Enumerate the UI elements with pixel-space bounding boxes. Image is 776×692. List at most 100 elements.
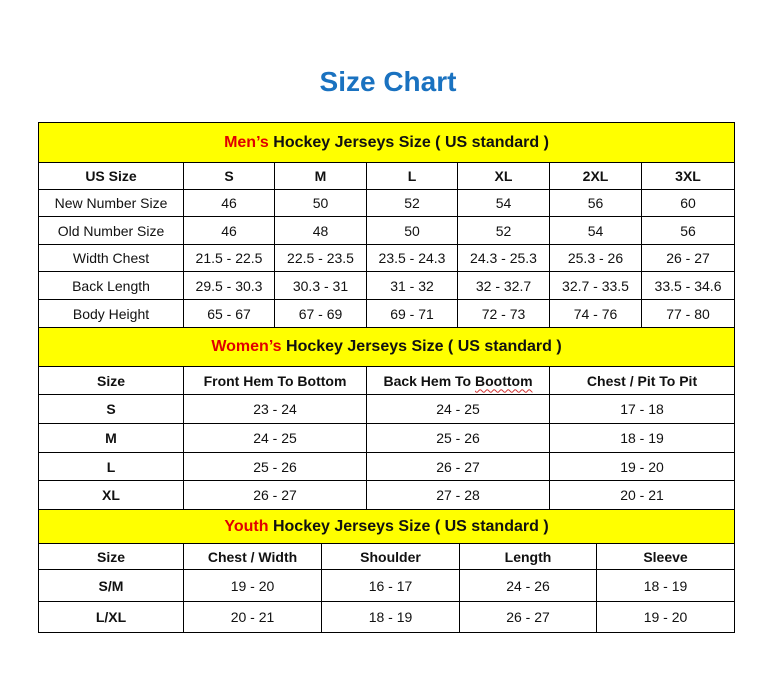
table-cell: 77 - 80: [640, 299, 736, 328]
table-cell: 54: [457, 189, 550, 217]
table-cell: 52: [457, 216, 550, 245]
table-cell: 52: [366, 189, 458, 217]
table-cell: 50: [274, 189, 367, 217]
column-header-label: Shoulder: [360, 548, 421, 565]
column-header-label: Front Hem To Bottom: [203, 372, 347, 389]
column-header-label: L: [407, 168, 417, 184]
section-title: Hockey Jerseys Size ( US standard ): [268, 133, 549, 151]
row-label: S: [38, 394, 184, 424]
column-header-label: Back Hem To Boottom: [383, 372, 533, 389]
table-cell: 24 - 26: [459, 569, 597, 602]
section-highlight: Women’s: [211, 338, 282, 355]
section-highlight: Men’s: [224, 133, 269, 151]
row-label: Old Number Size: [38, 216, 184, 245]
women-size-table: Women’s Hockey Jerseys Size ( US standar…: [37, 327, 736, 510]
column-header: M: [274, 162, 367, 190]
column-header-label: 3XL: [675, 168, 701, 184]
section-title: Hockey Jerseys Size ( US standard ): [268, 517, 549, 535]
column-header: Sleeve: [595, 543, 736, 570]
youth-column-header-row: Size Chest / Width Shoulder Length Sleeve: [38, 543, 736, 570]
table-cell: 19 - 20: [595, 601, 736, 633]
women-section-header-row: Women’s Hockey Jerseys Size ( US standar…: [37, 327, 736, 367]
column-header-label: M: [314, 168, 327, 184]
table-cell: 21.5 - 22.5: [183, 244, 275, 272]
table-row: Old Number Size 46 48 50 52 54 56: [38, 216, 736, 245]
table-cell: 65 - 67: [183, 299, 275, 328]
row-label: L/XL: [38, 601, 184, 633]
column-header-label: Sleeve: [643, 548, 688, 565]
table-cell: 46: [183, 189, 275, 217]
table-row: S/M 19 - 20 16 - 17 24 - 26 18 - 19: [38, 569, 736, 602]
table-row: XL 26 - 27 27 - 28 20 - 21: [38, 480, 736, 510]
table-cell: 25.3 - 26: [549, 244, 642, 272]
row-label: New Number Size: [38, 189, 184, 217]
table-cell: 69 - 71: [366, 299, 458, 328]
table-cell: 46: [183, 216, 275, 245]
column-header: Chest / Width: [183, 543, 322, 570]
table-cell: 20 - 21: [183, 601, 322, 633]
table-cell: 67 - 69: [274, 299, 367, 328]
table-cell: 48: [274, 216, 367, 245]
table-row: M 24 - 25 25 - 26 18 - 19: [38, 423, 736, 453]
women-section-header: Women’s Hockey Jerseys Size ( US standar…: [37, 327, 736, 367]
column-header-label: XL: [494, 168, 513, 184]
spellcheck-underline: Boottom: [475, 372, 533, 389]
table-cell: 60: [640, 189, 736, 217]
column-header-label: 2XL: [582, 168, 609, 184]
column-header: S: [183, 162, 275, 190]
column-header: L: [366, 162, 458, 190]
row-label: M: [38, 423, 184, 453]
men-size-table: Men’s Hockey Jerseys Size ( US standard …: [37, 122, 736, 328]
youth-size-table: Youth Hockey Jerseys Size ( US standard …: [37, 509, 736, 633]
table-cell: 26 - 27: [366, 452, 550, 481]
section-highlight: Youth: [224, 517, 269, 535]
column-header: Size: [38, 543, 184, 570]
column-header-label: Chest / Pit To Pit: [586, 372, 698, 389]
table-cell: 54: [549, 216, 642, 245]
column-header: Shoulder: [321, 543, 460, 570]
table-cell: 72 - 73: [457, 299, 550, 328]
table-row: Back Length 29.5 - 30.3 30.3 - 31 31 - 32 32…: [38, 271, 736, 300]
column-header: 2XL: [549, 162, 642, 190]
table-cell: 29.5 - 30.3: [183, 271, 275, 300]
table-cell: 31 - 32: [366, 271, 458, 300]
table-cell: 25 - 26: [183, 452, 367, 481]
youth-section-header-row: Youth Hockey Jerseys Size ( US standard …: [37, 509, 736, 544]
row-label: Body Height: [38, 299, 184, 328]
table-cell: 33.5 - 34.6: [640, 271, 736, 300]
table-cell: 18 - 19: [321, 601, 460, 633]
column-header: 3XL: [640, 162, 736, 190]
table-cell: 16 - 17: [321, 569, 460, 602]
table-cell: 26 - 27: [640, 244, 736, 272]
men-column-header-row: US Size S M L XL 2XL 3XL: [38, 162, 736, 190]
table-cell: 22.5 - 23.5: [274, 244, 367, 272]
table-row: S 23 - 24 24 - 25 17 - 18: [38, 394, 736, 424]
table-cell: 32 - 32.7: [457, 271, 550, 300]
section-title: Hockey Jerseys Size ( US standard ): [281, 338, 562, 355]
row-label: XL: [38, 480, 184, 510]
youth-section-header: Youth Hockey Jerseys Size ( US standard …: [37, 509, 736, 544]
table-cell: 56: [549, 189, 642, 217]
table-cell: 19 - 20: [183, 569, 322, 602]
table-row: L/XL 20 - 21 18 - 19 26 - 27 19 - 20: [38, 601, 736, 633]
row-label: S/M: [38, 569, 184, 602]
table-row: Body Height 65 - 67 67 - 69 69 - 71 72 - 73 7…: [38, 299, 736, 328]
row-label: Width Chest: [38, 244, 184, 272]
table-cell: 17 - 18: [548, 394, 736, 424]
column-header: Front Hem To Bottom: [183, 366, 367, 395]
women-column-header-row: Size Front Hem To Bottom Back Hem To Boott…: [38, 366, 736, 395]
page-title: Size Chart: [319, 66, 457, 97]
table-cell: 19 - 20: [548, 452, 736, 481]
table-cell: 74 - 76: [549, 299, 642, 328]
table-cell: 23 - 24: [183, 394, 367, 424]
column-header-label: Length: [504, 548, 552, 565]
column-header-label: Size: [96, 372, 125, 389]
table-cell: 56: [640, 216, 736, 245]
table-cell: 30.3 - 31: [274, 271, 367, 300]
men-section-header-row: Men’s Hockey Jerseys Size ( US standard …: [37, 122, 736, 163]
table-cell: 24.3 - 25.3: [457, 244, 550, 272]
men-section-header: Men’s Hockey Jerseys Size ( US standard …: [37, 122, 736, 163]
table-cell: 18 - 19: [595, 569, 736, 602]
table-cell: 23.5 - 24.3: [366, 244, 458, 272]
column-header: Size: [38, 366, 184, 395]
